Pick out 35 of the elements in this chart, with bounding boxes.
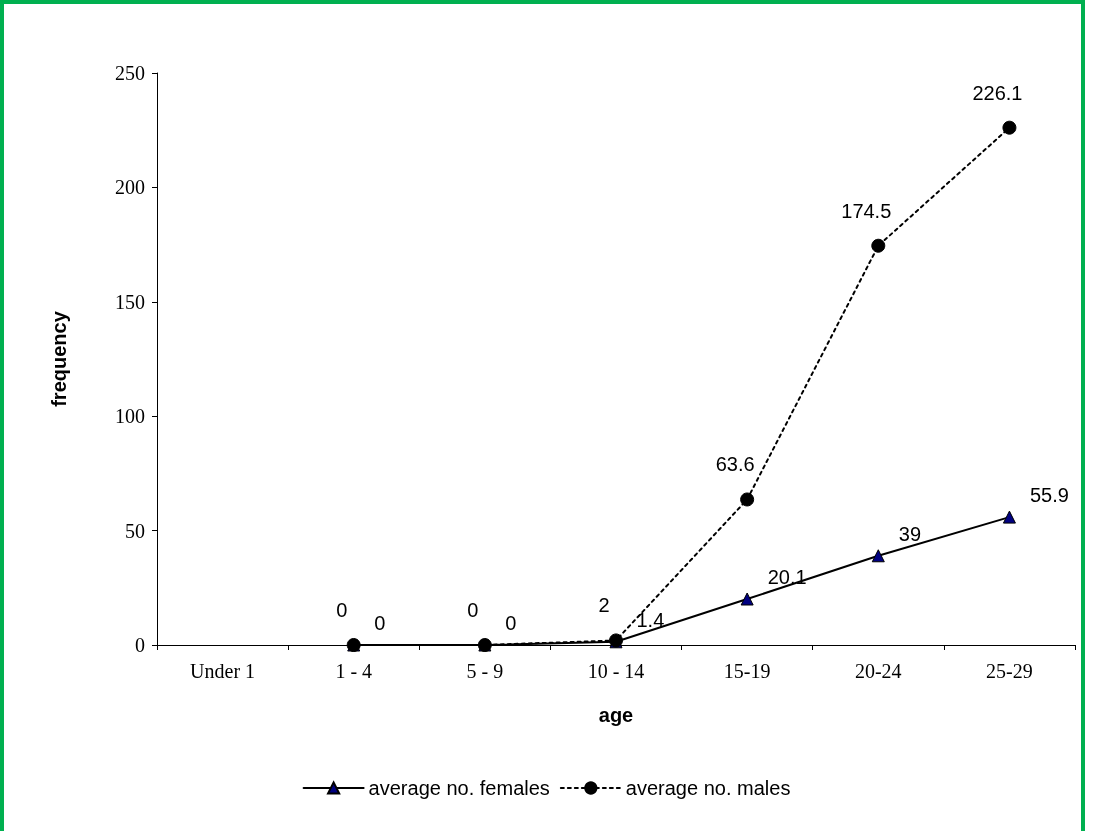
- point: [1002, 510, 1016, 524]
- x-tick-label: 15-19: [723, 660, 771, 682]
- data-label: 0: [467, 599, 479, 621]
- data-label: 226.1: [972, 81, 1023, 104]
- y-tick-label: 250: [115, 62, 145, 84]
- point: [740, 592, 754, 606]
- data-label: 1.4: [636, 608, 665, 631]
- y-tick-label: 150: [115, 290, 145, 313]
- x-tick-label: 25-29: [986, 660, 1033, 682]
- x-tick-label: 5 - 9: [466, 660, 504, 682]
- y-tick-label: 100: [115, 405, 145, 428]
- point: [871, 238, 886, 253]
- x-tick-label: Under 1: [190, 660, 256, 682]
- data-label: 39: [898, 522, 922, 545]
- data-label: 55.9: [1029, 484, 1069, 507]
- x-axis-title: age: [598, 704, 634, 726]
- y-axis-title: frequency: [48, 310, 70, 407]
- point: [1002, 120, 1017, 135]
- data-label: 20.1: [767, 566, 807, 589]
- data-label: 174.5: [841, 199, 892, 222]
- data-label: 0: [336, 599, 348, 621]
- x-tick-label: 1 - 4: [335, 660, 373, 682]
- legend-label: average no. females: [368, 777, 550, 799]
- point: [871, 549, 885, 563]
- legend-label: average no. males: [625, 777, 791, 799]
- data-label: 2: [598, 594, 610, 617]
- y-tick-label: 0: [135, 634, 145, 656]
- y-tick-label: 200: [115, 176, 145, 199]
- y-tick-label: 50: [125, 519, 145, 542]
- data-label: 63.6: [715, 453, 755, 476]
- data-label: 0: [374, 612, 386, 634]
- x-tick-label: 20-24: [854, 660, 902, 682]
- x-tick-label: 10 - 14: [587, 660, 645, 682]
- point: [740, 492, 755, 507]
- data-label: 0: [505, 612, 517, 634]
